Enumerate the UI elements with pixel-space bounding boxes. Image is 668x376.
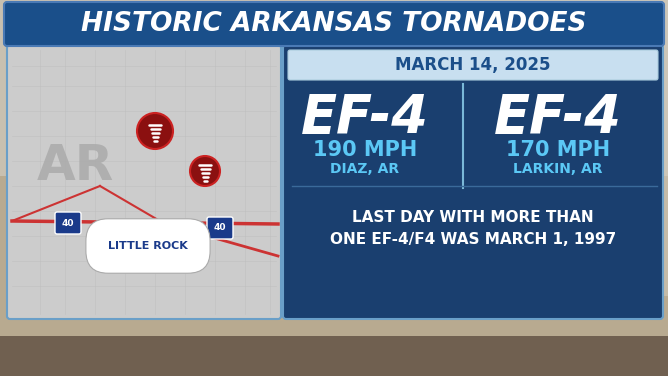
FancyBboxPatch shape [207,217,233,239]
FancyBboxPatch shape [288,50,658,80]
Text: EF-4: EF-4 [301,92,429,144]
Text: 40: 40 [61,218,74,227]
Text: AR: AR [36,142,114,190]
Text: HISTORIC ARKANSAS TORNADOES: HISTORIC ARKANSAS TORNADOES [81,11,587,37]
Text: 40: 40 [214,223,226,232]
FancyBboxPatch shape [7,45,281,319]
Text: 190 MPH: 190 MPH [313,140,417,160]
Polygon shape [380,0,668,296]
Polygon shape [0,336,668,376]
Text: DIAZ, AR: DIAZ, AR [331,162,399,176]
Text: LARKIN, AR: LARKIN, AR [513,162,603,176]
FancyBboxPatch shape [283,45,663,319]
Text: 170 MPH: 170 MPH [506,140,610,160]
Text: MARCH 14, 2025: MARCH 14, 2025 [395,56,550,74]
Polygon shape [0,0,668,176]
FancyBboxPatch shape [55,212,81,234]
Text: LAST DAY WITH MORE THAN: LAST DAY WITH MORE THAN [352,211,594,226]
Circle shape [190,156,220,186]
Text: ONE EF-4/F4 WAS MARCH 1, 1997: ONE EF-4/F4 WAS MARCH 1, 1997 [330,232,616,247]
FancyBboxPatch shape [4,2,664,46]
Text: LITTLE ROCK: LITTLE ROCK [108,241,188,251]
Text: EF-4: EF-4 [494,92,622,144]
Circle shape [137,113,173,149]
